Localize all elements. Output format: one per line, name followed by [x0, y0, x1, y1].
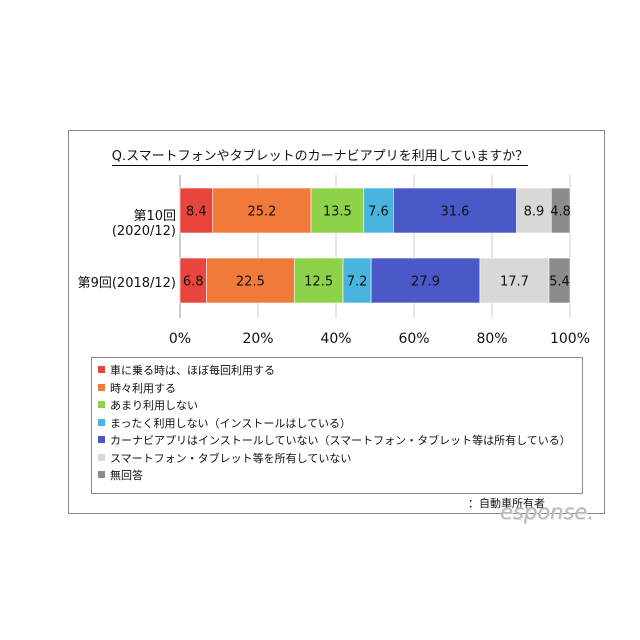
- legend-label: カーナビアプリはインストールしていない（スマートフォン・タブレット等は所有してい…: [110, 434, 571, 447]
- legend-label: 車に乗る時は、ほぼ毎回利用する: [110, 364, 275, 377]
- legend-label: まったく利用しない（インストールはしている）: [110, 416, 352, 430]
- data-label: 8.4: [186, 205, 207, 220]
- x-tick-label: 40%: [320, 331, 351, 347]
- x-tick-label: 100%: [550, 331, 590, 347]
- data-label: 17.7: [500, 275, 529, 290]
- bar-segment: [293, 257, 344, 304]
- chart-title: Q.スマートフォンやタブレットのカーナビアプリを利用していますか？: [111, 149, 529, 166]
- data-label: 6.8: [183, 275, 204, 290]
- legend-item: スマートフォン・タブレット等を所有していない: [98, 450, 351, 466]
- x-tick-label: 20%: [242, 331, 273, 347]
- bar-segment: [550, 187, 571, 234]
- legend-swatch: [98, 453, 105, 461]
- data-label: 4.8: [550, 205, 571, 220]
- data-label: 25.2: [247, 205, 276, 220]
- x-tick-label: 60%: [398, 331, 429, 347]
- legend: 車に乗る時は、ほぼ毎回利用する 時々利用するあまり利用しないまったく利用しない（イ…: [91, 357, 583, 494]
- x-tick-label: 80%: [476, 331, 507, 347]
- legend-swatch: [98, 366, 105, 373]
- bar-segment: [206, 257, 295, 304]
- legend-item: まったく利用しない（インストールはしている）: [98, 415, 351, 431]
- data-label: 7.6: [368, 205, 389, 220]
- legend-swatch: [98, 436, 105, 443]
- legend-item: カーナビアプリはインストールしていない（スマートフォン・タブレット等は所有してい…: [98, 432, 571, 448]
- data-label: 12.5: [304, 275, 333, 290]
- data-label: 22.5: [236, 275, 265, 290]
- bar-segment: [310, 187, 364, 234]
- bar-segment: [179, 187, 214, 234]
- category-label-0: 第10回(2020/12): [111, 209, 176, 239]
- legend-label: あまり利用しない: [110, 399, 198, 412]
- bar-segment: [212, 187, 312, 234]
- data-label: 27.9: [411, 275, 440, 290]
- legend-label: スマートフォン・タブレット等を所有していない: [110, 451, 352, 465]
- data-label: 8.9: [524, 205, 545, 220]
- legend-item: 時々利用する: [98, 380, 176, 396]
- data-label: 31.6: [440, 205, 469, 220]
- category-label-1: 第9回(2018/12): [77, 276, 176, 291]
- data-label: 7.2: [347, 275, 368, 290]
- bar-segment: [548, 257, 571, 304]
- legend-label: 無回答: [110, 469, 143, 482]
- data-label: 5.4: [549, 275, 570, 290]
- bar-segment: [516, 187, 552, 234]
- legend-item: 無回答: [98, 467, 143, 483]
- legend-item: 車に乗る時は、ほぼ毎回利用する: [98, 362, 275, 378]
- data-label: 13.5: [323, 205, 352, 220]
- bar-segment: [370, 257, 481, 304]
- legend-swatch: [98, 401, 105, 408]
- legend-swatch: [98, 418, 105, 426]
- bar-segment: [342, 257, 372, 304]
- x-tick-label: 0%: [169, 331, 191, 347]
- response-watermark: esponse.: [500, 500, 594, 524]
- legend-label: 時々利用する: [110, 381, 176, 395]
- legend-swatch: [98, 471, 105, 478]
- source-note: ：自動車所有者: [468, 497, 545, 510]
- bar-segment: [363, 187, 394, 234]
- legend-item: あまり利用しない: [98, 397, 198, 413]
- bar-segment: [479, 257, 550, 304]
- legend-swatch: [98, 383, 105, 391]
